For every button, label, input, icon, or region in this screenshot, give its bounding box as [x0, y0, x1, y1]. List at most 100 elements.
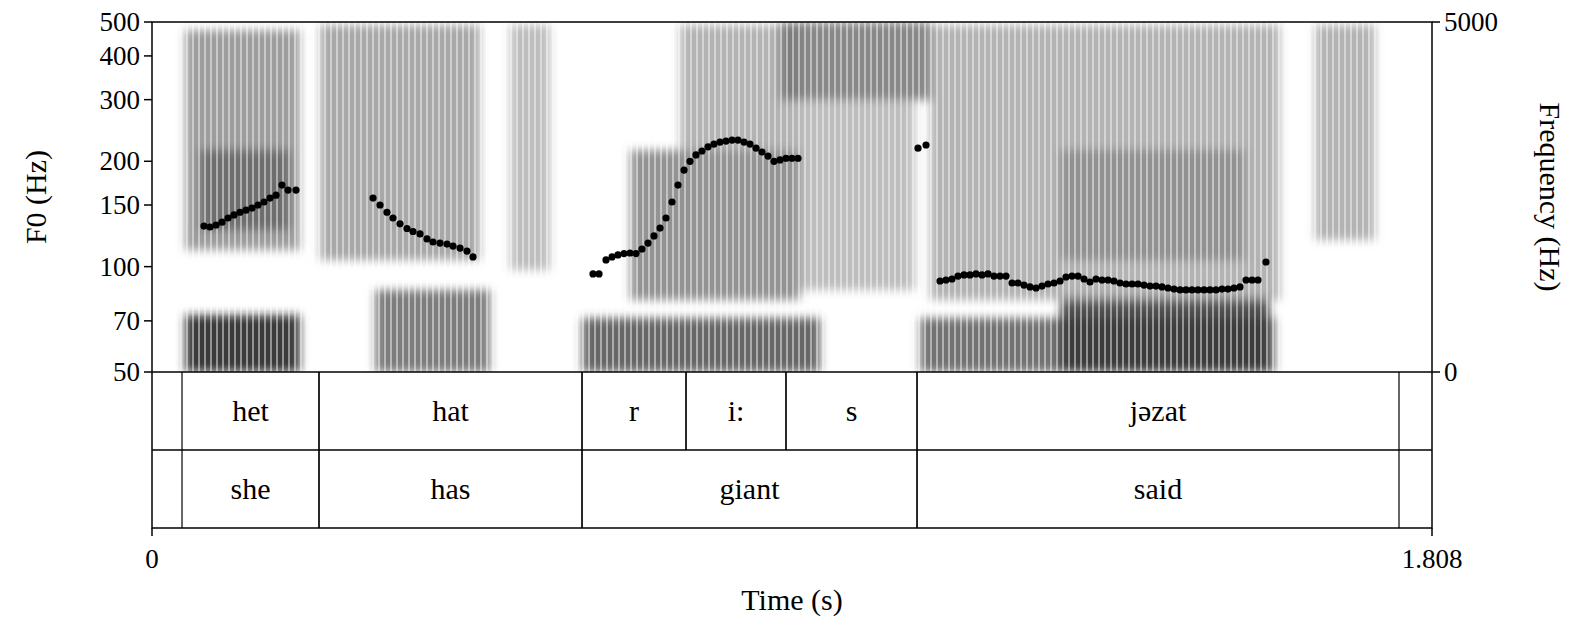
f0-point: [614, 251, 621, 258]
x-axis-title: Time (s): [741, 583, 842, 617]
f0-point: [1062, 273, 1069, 280]
tier-boundary: [581, 450, 582, 528]
f0-point: [409, 228, 416, 235]
f0-point: [668, 198, 675, 205]
tier-label: said: [1134, 472, 1182, 505]
f0-point: [752, 145, 759, 152]
f0-point: [978, 271, 985, 278]
f0-point: [638, 245, 645, 252]
f0-point: [698, 147, 705, 154]
f0-point: [972, 270, 979, 277]
f0-points: [200, 136, 1269, 293]
y2-tick-label: 5000: [1444, 7, 1498, 37]
y-tick-label: 150: [100, 190, 141, 220]
f0-point: [966, 271, 973, 278]
f0-point: [1254, 276, 1261, 283]
x-tick-label: 1.808: [1402, 544, 1463, 574]
f0-point: [369, 194, 376, 201]
tier-label: hat: [432, 394, 469, 427]
y-tick: [144, 371, 152, 373]
tier-boundary: [916, 450, 917, 528]
f0-point: [632, 250, 639, 257]
plot-bottom: [152, 371, 1432, 373]
tier-label: het: [232, 394, 269, 427]
f0-point: [1002, 272, 1009, 279]
y-tick-label: 200: [100, 146, 141, 176]
f0-point: [1212, 286, 1219, 293]
f0-point: [436, 239, 443, 246]
f0-point: [284, 186, 291, 193]
f0-point: [1164, 284, 1171, 291]
tier-boundary: [1398, 372, 1399, 450]
f0-point: [469, 253, 476, 260]
tier-boundary: [1398, 450, 1399, 528]
y2-tick-label: 0: [1444, 357, 1458, 387]
x-tick: [151, 528, 153, 536]
tier-boundary: [685, 372, 686, 450]
tier-label: has: [431, 472, 471, 505]
stripe-overlay: [152, 22, 1432, 372]
f0-point: [1140, 281, 1147, 288]
y-tick-label: 100: [100, 252, 141, 282]
y-tick-label: 300: [100, 85, 141, 115]
f0-point: [770, 158, 777, 165]
tier-boundary: [318, 450, 319, 528]
spectrogram: [152, 22, 1432, 372]
f0-point: [1134, 280, 1141, 287]
y-tick: [144, 161, 152, 163]
tier-boundary: [318, 450, 319, 528]
tier-divider: [152, 449, 1432, 451]
y-tick-label: 50: [113, 357, 140, 387]
f0-point: [1262, 258, 1269, 265]
y-tick: [144, 320, 152, 322]
y-tick-label: 400: [100, 41, 141, 71]
f0-point: [1092, 275, 1099, 282]
tier-boundary: [581, 372, 582, 450]
tier-boundary: [785, 372, 786, 450]
tier-boundary: [581, 372, 582, 450]
y2-tick: [1432, 371, 1440, 373]
f0-point: [278, 181, 285, 188]
f0-point: [1236, 283, 1243, 290]
f0-point: [954, 272, 961, 279]
f0-point: [200, 222, 207, 229]
y-tick: [144, 99, 152, 101]
chart: hethatri:sjəzatshehasgiantsaid5070100150…: [0, 0, 1588, 627]
f0-point: [1230, 284, 1237, 291]
tier-label: r: [629, 394, 639, 427]
f0-point: [680, 166, 687, 173]
f0-point: [716, 138, 723, 145]
tier-boundary: [318, 372, 319, 450]
tier-boundary: [685, 372, 686, 450]
f0-point: [595, 270, 602, 277]
y-tick: [144, 204, 152, 206]
f0-point: [692, 151, 699, 158]
f0-point: [1044, 280, 1051, 287]
f0-point: [914, 145, 921, 152]
f0-point: [218, 219, 225, 226]
f0-point: [686, 158, 693, 165]
f0-point: [383, 209, 390, 216]
y2-tick: [1432, 21, 1440, 23]
f0-point: [942, 276, 949, 283]
f0-point: [449, 242, 456, 249]
f0-point: [662, 214, 669, 221]
tier-boundary: [318, 372, 319, 450]
tier-label: jəzat: [1129, 394, 1187, 427]
f0-point: [746, 140, 753, 147]
f0-point: [1116, 279, 1123, 286]
tier-boundary: [916, 372, 917, 450]
y-tick: [144, 266, 152, 268]
f0-point: [376, 201, 383, 208]
frame: [152, 22, 1432, 528]
f0-point: [656, 224, 663, 231]
f0-point: [794, 155, 801, 162]
tier-boundary: [916, 372, 917, 450]
f0-point: [292, 186, 299, 193]
f0-point: [722, 137, 729, 144]
tier-label: she: [231, 472, 271, 505]
y-tick-label: 500: [100, 7, 141, 37]
f0-point: [1170, 285, 1177, 292]
f0-point: [674, 181, 681, 188]
tier-boundary: [916, 450, 917, 528]
